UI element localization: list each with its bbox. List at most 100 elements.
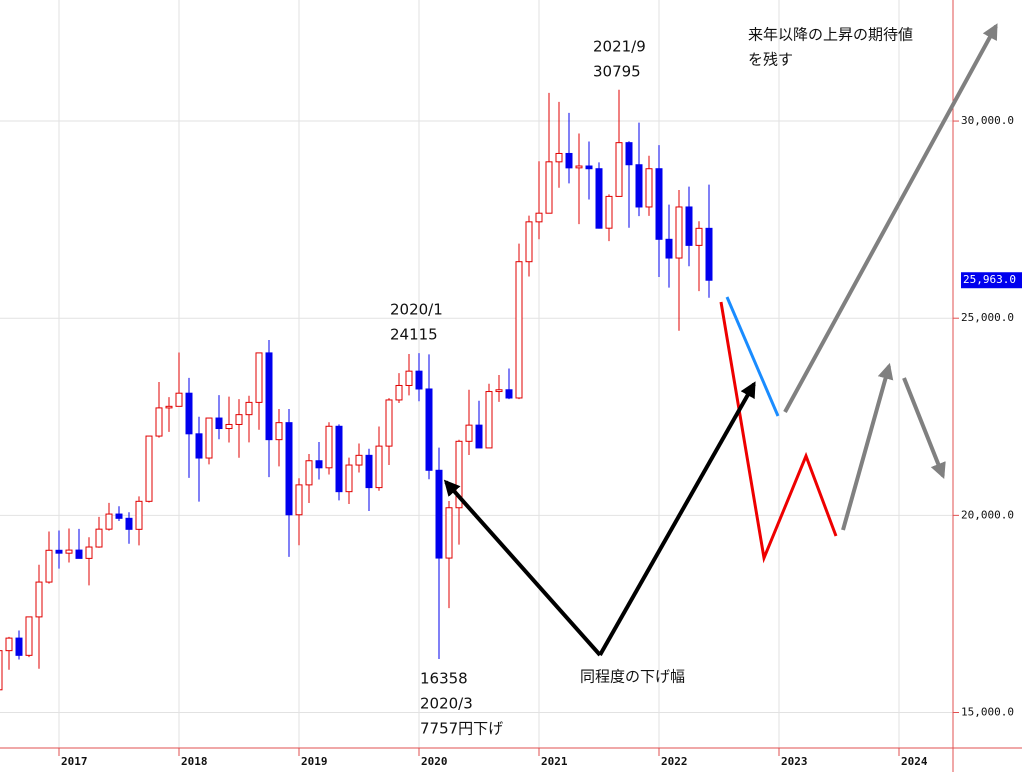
candle-body (5, 637, 13, 652)
candle-body (415, 370, 423, 390)
candle-body (305, 460, 313, 486)
candle-body (375, 445, 383, 489)
annotation: 7757円下げ (420, 720, 503, 738)
last-price-box (961, 272, 1022, 289)
blue-projection (725, 296, 780, 417)
x-tick-label: 2023 (781, 755, 808, 768)
candle-body (365, 454, 373, 489)
candle-body (55, 549, 63, 554)
grid (0, 0, 953, 748)
candle-body (545, 161, 553, 214)
candle-body (585, 165, 593, 170)
annotation: 2020/3 (420, 695, 473, 713)
x-tick-label: 2022 (661, 755, 688, 768)
candle-body (525, 221, 533, 263)
candle-body (105, 513, 113, 530)
candle-body (395, 384, 403, 401)
candle-body (245, 401, 253, 416)
projection (443, 23, 998, 657)
annotation: 来年以降の上昇の期待値 (748, 26, 913, 44)
candle-body (65, 549, 73, 554)
candle-body (75, 549, 83, 559)
candle-body (445, 507, 453, 559)
black-arrow (598, 381, 756, 656)
candle-body (465, 424, 473, 442)
red-projection (719, 301, 838, 564)
candle-body (575, 165, 583, 169)
x-tick-label: 2024 (901, 755, 928, 768)
candle-body (665, 238, 673, 259)
candle-body (155, 407, 163, 437)
candle-body (295, 484, 303, 516)
y-tick-label: 30,000.0 (961, 114, 1014, 127)
candle-body (345, 464, 353, 493)
candle-body (495, 389, 503, 393)
annotation: 16358 (420, 670, 468, 688)
last-price-label: 25,963.0 (963, 273, 1016, 286)
candle-body (655, 168, 663, 240)
candle-body (515, 261, 523, 399)
candle-body (225, 423, 233, 430)
annotation: 30795 (593, 63, 641, 81)
candle-body (505, 389, 513, 399)
y-tick-label: 25,000.0 (961, 311, 1014, 324)
candle-body (175, 392, 183, 407)
candle-body (195, 433, 203, 459)
candle-body (135, 500, 143, 530)
candle-body (115, 513, 123, 519)
candle-body (455, 440, 463, 509)
candle-body (255, 352, 263, 403)
x-tick-label: 2018 (181, 755, 208, 768)
black-arrow (443, 479, 602, 657)
annotation: を残す (748, 51, 793, 69)
candle-body (145, 435, 153, 502)
candle-body (385, 399, 393, 447)
candle-body (405, 370, 413, 386)
candle-body (215, 417, 223, 430)
candle-body (165, 405, 173, 409)
candle-body (435, 469, 443, 559)
candle-body (45, 549, 53, 583)
candle-body (645, 168, 653, 208)
candle-body (555, 152, 563, 163)
x-tick-label: 2020 (421, 755, 448, 768)
candle-body (485, 391, 493, 449)
x-tick-label: 2021 (541, 755, 568, 768)
x-tick-label: 2019 (301, 755, 328, 768)
candle-body (25, 616, 33, 656)
candle-body (535, 212, 543, 223)
candle-body (265, 352, 273, 441)
candle-body (95, 528, 103, 548)
candle-body (595, 168, 603, 229)
candle-body (635, 164, 643, 208)
candle-body (185, 392, 193, 435)
candle-body (625, 142, 633, 166)
y-tick-label: 15,000.0 (961, 706, 1014, 719)
candle-body (285, 422, 293, 516)
candle-body (0, 650, 3, 691)
candle-body (475, 424, 483, 449)
candle-body (15, 637, 23, 656)
candle-body (125, 517, 133, 530)
candle-body (705, 227, 713, 281)
candles (0, 89, 713, 691)
x-tick-label: 2017 (61, 755, 88, 768)
candle-body (325, 425, 333, 469)
candle-body (615, 142, 623, 197)
gray-arrow (902, 377, 946, 479)
candle-body (355, 454, 363, 466)
annotation: 24115 (390, 326, 438, 344)
candle-body (425, 388, 433, 471)
candle-body (335, 425, 343, 493)
candle-body (605, 195, 613, 229)
candle-body (695, 227, 703, 246)
candle-body (235, 414, 243, 425)
gray-arrow (841, 362, 894, 531)
gray-arrow (783, 23, 998, 413)
candle-body (275, 422, 283, 441)
annotation: 2021/9 (593, 38, 646, 56)
candle-body (35, 581, 43, 618)
candle-body (565, 152, 573, 169)
annotation: 同程度の下げ幅 (580, 668, 685, 686)
